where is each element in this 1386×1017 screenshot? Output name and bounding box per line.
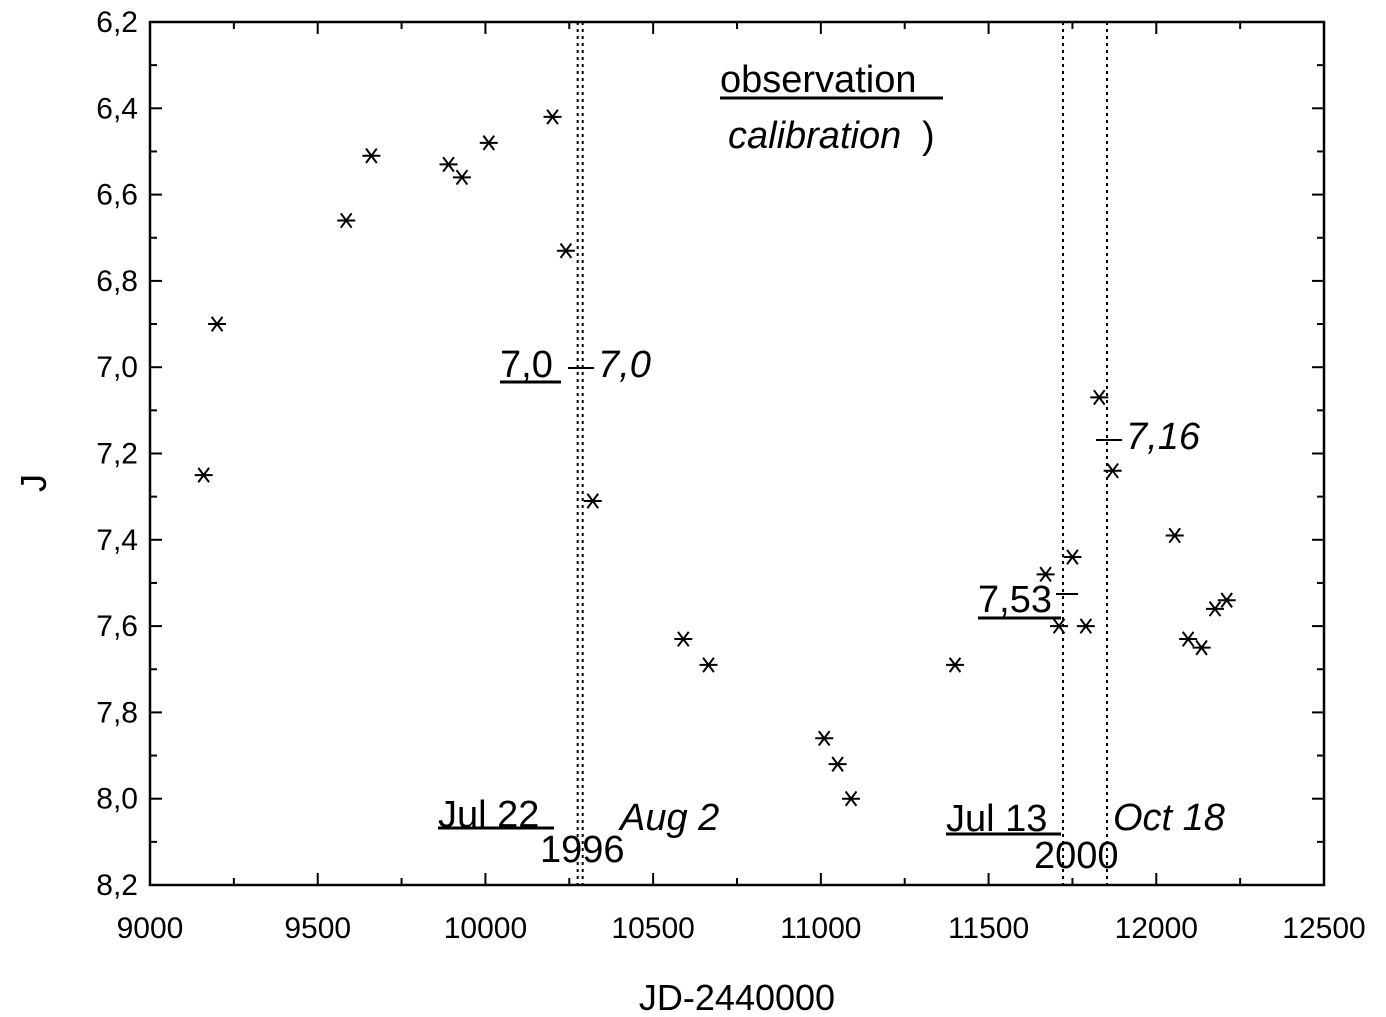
data-point	[556, 242, 575, 259]
date1-observation: Jul 22	[438, 794, 539, 836]
data-point	[674, 631, 693, 647]
y-axis-title: J	[13, 474, 54, 492]
asterisk-marker	[556, 242, 575, 259]
data-point	[842, 790, 861, 807]
data-point	[828, 756, 847, 772]
data-point	[439, 156, 458, 173]
asterisk-marker	[1165, 527, 1184, 544]
asterisk-marker	[1076, 618, 1095, 634]
data-point	[1036, 566, 1055, 583]
asterisk-marker	[543, 109, 562, 125]
asterisk-marker	[828, 756, 847, 772]
data-point	[208, 316, 227, 332]
data-point	[1165, 527, 1184, 544]
y-tick-label: 7,6	[96, 610, 138, 643]
asterisk-marker	[674, 631, 693, 647]
data-point	[1192, 639, 1211, 656]
y-tick-label: 6,4	[96, 92, 138, 125]
legend-paren: )	[922, 115, 935, 157]
y-tick-label: 7,0	[96, 351, 138, 384]
asterisk-marker	[1217, 592, 1236, 609]
y-tick-label: 7,2	[96, 438, 138, 471]
y-tick-label: 7,4	[96, 524, 138, 557]
data-point	[337, 212, 356, 229]
asterisk-marker	[1063, 549, 1082, 565]
asterisk-marker	[699, 657, 718, 673]
x-axis-title: JD-2440000	[639, 977, 835, 1017]
date2-calibration: Oct 18	[1113, 797, 1225, 839]
level-left-calibration: 7,0	[598, 344, 651, 386]
legend-observation: observation	[720, 59, 916, 101]
level-right-observation: 7,53	[978, 579, 1052, 621]
asterisk-marker	[583, 493, 602, 509]
data-point	[1063, 549, 1082, 565]
asterisk-marker	[1192, 639, 1211, 656]
y-tick-label: 6,6	[96, 179, 138, 212]
data-point	[362, 147, 381, 164]
asterisk-marker	[439, 156, 458, 173]
asterisk-marker	[1036, 566, 1055, 583]
data-point	[1103, 462, 1122, 479]
y-tick-label: 7,8	[96, 696, 138, 729]
asterisk-marker	[1205, 601, 1224, 617]
date1-year: 1996	[540, 829, 625, 871]
y-tick-label: 6,2	[96, 6, 138, 39]
asterisk-marker	[815, 730, 834, 747]
data-point	[479, 135, 498, 151]
data-point	[1179, 631, 1198, 647]
asterisk-marker	[208, 316, 227, 332]
asterisk-marker	[362, 147, 381, 164]
data-point	[452, 169, 471, 186]
date2-year: 2000	[1034, 835, 1119, 877]
x-tick-label: 11000	[780, 912, 861, 945]
data-point	[699, 657, 718, 673]
date1-calibration: Aug 2	[618, 797, 719, 839]
x-tick-label: 10500	[611, 912, 694, 945]
asterisk-marker	[452, 169, 471, 186]
data-point	[543, 109, 562, 125]
legend-calibration: calibration	[728, 115, 901, 157]
asterisk-marker	[194, 467, 213, 483]
data-point	[1050, 618, 1069, 634]
asterisk-marker	[1090, 389, 1109, 406]
data-point	[1217, 592, 1236, 609]
asterisk-marker	[1179, 631, 1198, 647]
x-tick-label: 12500	[1282, 912, 1365, 945]
asterisk-marker	[479, 135, 498, 151]
asterisk-marker	[337, 212, 356, 229]
data-point	[1076, 618, 1095, 634]
asterisk-marker	[1050, 618, 1069, 634]
level-right-calibration: 7,16	[1126, 416, 1201, 458]
axes: 9000 9500 10000 10500 11000 11500 12000 12500 6,…	[96, 6, 1365, 945]
x-tick-label: 12000	[1115, 912, 1198, 945]
asterisk-marker	[842, 790, 861, 807]
y-tick-label: 8,0	[96, 783, 138, 816]
y-tick-label: 6,8	[96, 265, 138, 298]
y-tick-label: 8,2	[96, 869, 138, 902]
x-tick-label: 9000	[117, 912, 184, 945]
data-point	[194, 467, 213, 483]
x-tick-label: 9500	[284, 912, 351, 945]
data-points	[194, 109, 1236, 807]
x-tick-label: 11500	[948, 912, 1029, 945]
data-point	[946, 657, 965, 673]
data-point	[815, 730, 834, 747]
x-tick-label: 10000	[444, 912, 527, 945]
asterisk-marker	[1103, 462, 1122, 479]
data-point	[583, 493, 602, 509]
data-point	[1090, 389, 1109, 406]
asterisk-marker	[946, 657, 965, 673]
data-point	[1205, 601, 1224, 617]
level-left-observation: 7,0	[500, 344, 553, 386]
